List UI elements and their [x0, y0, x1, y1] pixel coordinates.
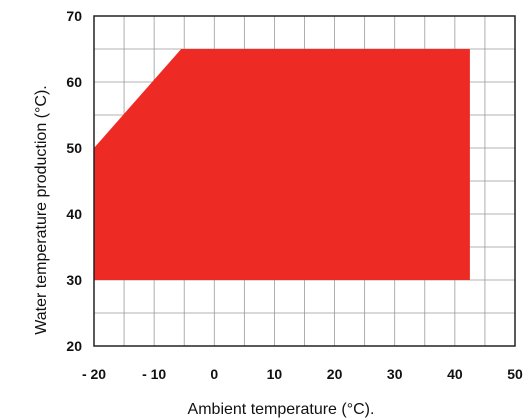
x-tick-label: 0	[210, 366, 218, 382]
y-tick-label: 30	[66, 272, 82, 288]
x-tick-label: 10	[267, 366, 283, 382]
y-tick-label: 50	[66, 140, 82, 156]
y-axis-ticks: 20 30 40 50 60 70	[66, 8, 82, 354]
x-tick-label: 30	[387, 366, 403, 382]
x-tick-label: 40	[447, 366, 463, 382]
plot-frame	[93, 15, 516, 347]
y-tick-label: 40	[66, 206, 82, 222]
x-tick-label: 50	[507, 366, 523, 382]
x-axis-ticks: - 20 - 10 0 10 20 30 40 50	[82, 366, 523, 382]
operating-region	[94, 49, 470, 280]
x-axis-label: Ambient temperature (°C).	[188, 401, 375, 418]
y-axis-label: Water temperature production (°C).	[33, 85, 50, 334]
x-tick-label: - 20	[82, 366, 106, 382]
x-tick-label: - 10	[142, 366, 166, 382]
y-tick-label: 70	[66, 8, 82, 24]
y-tick-label: 60	[66, 74, 82, 90]
x-tick-label: 20	[327, 366, 343, 382]
y-tick-label: 20	[66, 338, 82, 354]
